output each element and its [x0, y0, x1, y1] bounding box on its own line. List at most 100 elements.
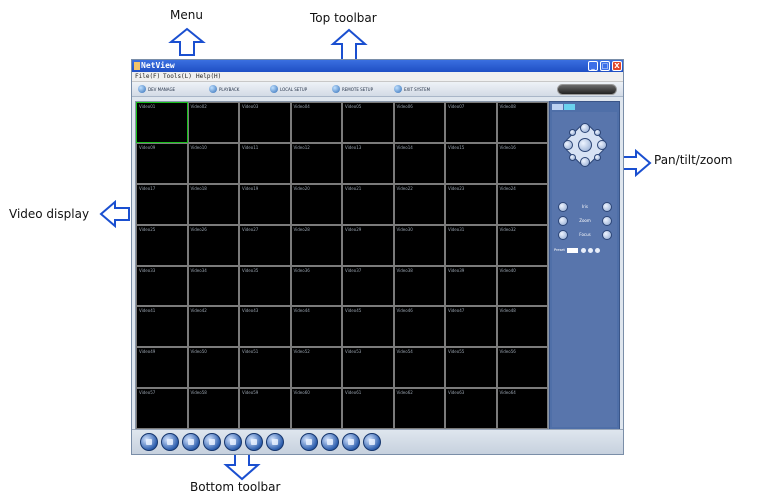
video-cell[interactable]: Video52	[290, 347, 342, 389]
zoom-plus-button[interactable]	[602, 216, 612, 226]
video-cell[interactable]: Video15	[445, 142, 497, 184]
video-cell[interactable]: Video58	[187, 388, 239, 429]
video-cell[interactable]: Video10	[187, 142, 239, 184]
bottom-toolbar-button-1[interactable]	[140, 433, 158, 451]
video-cell[interactable]: Video20	[290, 183, 342, 225]
video-cell[interactable]: Video26	[187, 224, 239, 266]
pan-left-button[interactable]	[563, 140, 573, 150]
video-cell[interactable]: Video23	[445, 183, 497, 225]
video-cell[interactable]: Video64	[496, 388, 548, 429]
preset-set-icon[interactable]	[581, 248, 586, 253]
video-cell[interactable]: Video29	[342, 224, 394, 266]
video-cell[interactable]: Video17	[136, 183, 188, 225]
ptz-center-button[interactable]	[578, 138, 592, 152]
iris-minus-button[interactable]	[558, 202, 568, 212]
video-cell[interactable]: Video27	[239, 224, 291, 266]
bottom-toolbar-button-2[interactable]	[161, 433, 179, 451]
video-cell[interactable]: Video37	[342, 265, 394, 307]
video-cell[interactable]: Video07	[445, 102, 497, 143]
bottom-toolbar-button-3[interactable]	[182, 433, 200, 451]
menu-help[interactable]: Help(H)	[196, 73, 222, 80]
tilt-up-button[interactable]	[580, 123, 590, 133]
video-cell[interactable]: Video31	[445, 224, 497, 266]
video-cell[interactable]: Video34	[187, 265, 239, 307]
exit-system-button[interactable]: EXIT SYSTEM	[394, 84, 430, 94]
remote-setup-button[interactable]: REMOTE SETUP	[332, 84, 373, 94]
video-cell[interactable]: Video49	[136, 347, 188, 389]
video-cell[interactable]: Video40	[496, 265, 548, 307]
video-cell[interactable]: Video44	[290, 306, 342, 348]
local-setup-button[interactable]: LOCAL SETUP	[270, 84, 307, 94]
bottom-toolbar-button-9[interactable]	[321, 433, 339, 451]
video-cell[interactable]: Video12	[290, 142, 342, 184]
video-cell[interactable]: Video02	[187, 102, 239, 143]
video-cell[interactable]: Video50	[187, 347, 239, 389]
video-cell[interactable]: Video19	[239, 183, 291, 225]
down-right-button[interactable]	[594, 154, 601, 161]
video-cell[interactable]: Video41	[136, 306, 188, 348]
focus-plus-button[interactable]	[602, 230, 612, 240]
video-cell[interactable]: Video54	[393, 347, 445, 389]
video-cell[interactable]: Video28	[290, 224, 342, 266]
video-cell[interactable]: Video18	[187, 183, 239, 225]
video-cell[interactable]: Video04	[290, 102, 342, 143]
bottom-toolbar-button-8[interactable]	[300, 433, 318, 451]
preset-clear-icon[interactable]	[595, 248, 600, 253]
playback-button[interactable]: PLAYBACK	[209, 84, 239, 94]
focus-minus-button[interactable]	[558, 230, 568, 240]
video-cell[interactable]: Video36	[290, 265, 342, 307]
video-cell[interactable]: Video59	[239, 388, 291, 429]
iris-plus-button[interactable]	[602, 202, 612, 212]
video-cell[interactable]: Video03	[239, 102, 291, 143]
video-cell[interactable]: Video32	[496, 224, 548, 266]
video-cell[interactable]: Video57	[136, 388, 188, 429]
down-left-button[interactable]	[569, 154, 576, 161]
video-cell[interactable]: Video21	[342, 183, 394, 225]
video-cell[interactable]: Video56	[496, 347, 548, 389]
video-cell[interactable]: Video63	[445, 388, 497, 429]
maximize-button[interactable]: □	[600, 61, 610, 71]
bottom-toolbar-button-5[interactable]	[224, 433, 242, 451]
video-cell[interactable]: Video38	[393, 265, 445, 307]
tilt-down-button[interactable]	[580, 157, 590, 167]
video-cell[interactable]: Video01	[136, 102, 188, 143]
video-cell[interactable]: Video22	[393, 183, 445, 225]
bottom-toolbar-button-11[interactable]	[363, 433, 381, 451]
video-cell[interactable]: Video11	[239, 142, 291, 184]
ptz-tab-2[interactable]	[564, 104, 575, 110]
pan-right-button[interactable]	[597, 140, 607, 150]
video-cell[interactable]: Video61	[342, 388, 394, 429]
video-cell[interactable]: Video62	[393, 388, 445, 429]
video-cell[interactable]: Video51	[239, 347, 291, 389]
video-cell[interactable]: Video42	[187, 306, 239, 348]
preset-input[interactable]	[567, 248, 578, 253]
video-cell[interactable]: Video47	[445, 306, 497, 348]
menu-tools[interactable]: Tools(L)	[163, 73, 192, 80]
preset-call-icon[interactable]	[588, 248, 593, 253]
video-cell[interactable]: Video09	[136, 142, 188, 184]
ptz-tab-1[interactable]	[552, 104, 563, 110]
dev-manage-button[interactable]: DEV MANAGE	[138, 84, 175, 94]
bottom-toolbar-button-7[interactable]	[266, 433, 284, 451]
menu-file[interactable]: File(F)	[135, 73, 161, 80]
video-cell[interactable]: Video60	[290, 388, 342, 429]
zoom-minus-button[interactable]	[558, 216, 568, 226]
video-cell[interactable]: Video30	[393, 224, 445, 266]
video-cell[interactable]: Video14	[393, 142, 445, 184]
up-left-button[interactable]	[569, 129, 576, 136]
video-cell[interactable]: Video46	[393, 306, 445, 348]
title-bar[interactable]: NetView _ □ X	[132, 60, 623, 72]
video-cell[interactable]: Video16	[496, 142, 548, 184]
video-cell[interactable]: Video39	[445, 265, 497, 307]
video-cell[interactable]: Video33	[136, 265, 188, 307]
video-cell[interactable]: Video08	[496, 102, 548, 143]
video-cell[interactable]: Video35	[239, 265, 291, 307]
video-cell[interactable]: Video13	[342, 142, 394, 184]
minimize-button[interactable]: _	[588, 61, 598, 71]
video-cell[interactable]: Video45	[342, 306, 394, 348]
video-cell[interactable]: Video06	[393, 102, 445, 143]
close-button[interactable]: X	[612, 61, 622, 71]
up-right-button[interactable]	[594, 129, 601, 136]
video-cell[interactable]: Video48	[496, 306, 548, 348]
video-cell[interactable]: Video55	[445, 347, 497, 389]
